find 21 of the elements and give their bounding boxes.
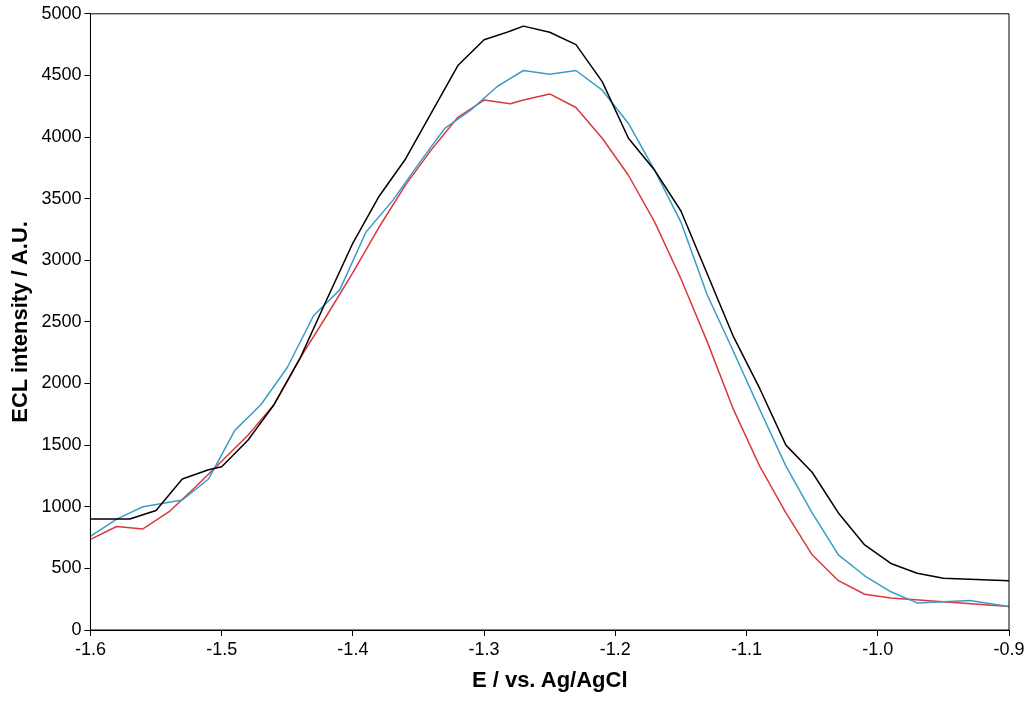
y-tick-label: 2500 <box>41 310 82 331</box>
y-tick-label: 3000 <box>41 249 82 270</box>
y-tick-label: 2000 <box>41 372 82 393</box>
x-tick-label: -1.5 <box>206 638 238 659</box>
y-tick-label: 1000 <box>41 495 82 516</box>
y-tick-label: 500 <box>51 557 82 578</box>
x-tick-label: -0.9 <box>993 638 1025 659</box>
x-axis-title: E / vs. Ag/AgCl <box>471 666 628 692</box>
y-tick-label: 1500 <box>41 434 82 455</box>
x-tick-label: -1.2 <box>599 638 631 659</box>
x-tick-label: -1.3 <box>468 638 500 659</box>
x-tick-label: -1.0 <box>862 638 894 659</box>
x-tick-label: -1.1 <box>731 638 763 659</box>
y-tick-label: 4000 <box>41 126 82 147</box>
x-tick-label: -1.6 <box>74 638 106 659</box>
y-tick-label: 5000 <box>41 2 82 23</box>
y-axis-title: ECL intensity / A.U. <box>7 221 33 423</box>
y-tick-label: 4500 <box>41 64 82 85</box>
x-tick-label: -1.4 <box>337 638 369 659</box>
y-tick-label: 3500 <box>41 187 82 208</box>
y-tick-label: 0 <box>71 618 82 639</box>
